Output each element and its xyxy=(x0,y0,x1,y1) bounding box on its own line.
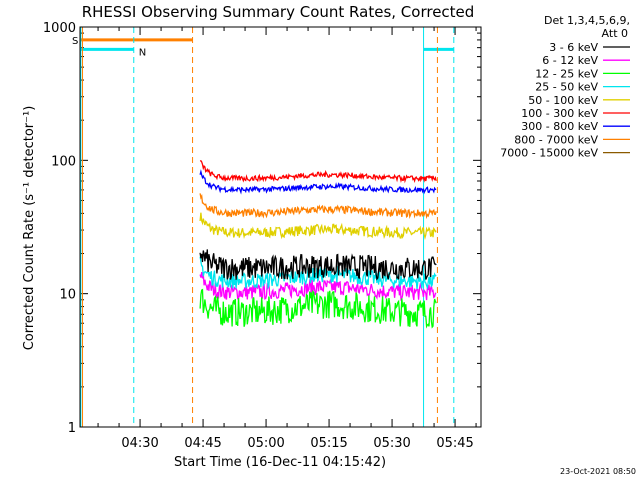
y-axis-label: Corrected Count Rate (s⁻¹ detector⁻¹) xyxy=(22,106,37,351)
series-line xyxy=(199,212,437,240)
legend-attenuator: Att 0 xyxy=(602,27,628,40)
y-tick-label: 1000 xyxy=(43,21,76,36)
legend-label: 800 - 7000 keV xyxy=(514,133,598,146)
legend-label: 50 - 100 keV xyxy=(528,94,598,107)
night-label: N xyxy=(139,47,146,58)
x-tick-label: 05:00 xyxy=(247,436,284,451)
legend-label: 12 - 25 keV xyxy=(535,67,598,80)
plot-layer: 1 10 100 1000 04:30 04:45 05:00 05:15 05:30 05:45… xyxy=(43,21,481,451)
series-line xyxy=(199,160,437,184)
x-axis-label: Start Time (16-Dec-11 04:15:42) xyxy=(174,455,386,470)
y-tick-label: 100 xyxy=(51,154,76,169)
chart-title: RHESSI Observing Summary Count Rates, Co… xyxy=(82,3,475,21)
series-line xyxy=(199,249,437,281)
x-tick-label: 05:15 xyxy=(310,436,347,451)
y-tick-label: 10 xyxy=(59,288,76,303)
x-tick-label: 04:30 xyxy=(121,436,158,451)
legend-header: Det 1,3,4,5,6,9, xyxy=(544,14,630,27)
legend-label: 25 - 50 keV xyxy=(535,81,598,94)
saa-label: S xyxy=(72,36,78,47)
series-line xyxy=(199,272,437,302)
y-tick-label: 1 xyxy=(68,421,76,436)
series-line xyxy=(199,169,437,195)
timestamp: 23-Oct-2021 08:50 xyxy=(560,467,636,476)
x-tick-label: 05:30 xyxy=(373,436,410,451)
plot-frame xyxy=(79,26,482,428)
series-line xyxy=(199,288,437,329)
legend-label: 3 - 6 keV xyxy=(549,41,598,54)
legend-label: 7000 - 15000 keV xyxy=(500,147,598,160)
x-tick-label: 04:45 xyxy=(184,436,221,451)
legend-label: 100 - 300 keV xyxy=(521,107,598,120)
legend-label: 300 - 800 keV xyxy=(521,120,598,133)
legend-label: 6 - 12 keV xyxy=(542,54,598,67)
series-line xyxy=(199,193,437,220)
x-tick-label: 05:45 xyxy=(436,436,473,451)
